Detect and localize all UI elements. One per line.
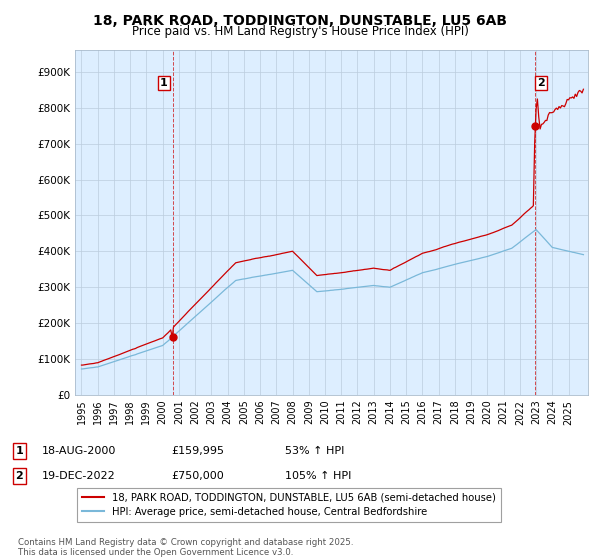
Text: 19-DEC-2022: 19-DEC-2022: [42, 471, 116, 481]
Text: 53% ↑ HPI: 53% ↑ HPI: [285, 446, 344, 456]
Text: 18-AUG-2000: 18-AUG-2000: [42, 446, 116, 456]
Text: 1: 1: [160, 78, 167, 88]
Text: 105% ↑ HPI: 105% ↑ HPI: [285, 471, 352, 481]
Text: 18, PARK ROAD, TODDINGTON, DUNSTABLE, LU5 6AB: 18, PARK ROAD, TODDINGTON, DUNSTABLE, LU…: [93, 14, 507, 28]
Text: £750,000: £750,000: [171, 471, 224, 481]
Text: 1: 1: [16, 446, 23, 456]
Text: 2: 2: [16, 471, 23, 481]
Text: 2: 2: [537, 78, 545, 88]
Text: Contains HM Land Registry data © Crown copyright and database right 2025.
This d: Contains HM Land Registry data © Crown c…: [18, 538, 353, 557]
Legend: 18, PARK ROAD, TODDINGTON, DUNSTABLE, LU5 6AB (semi-detached house), HPI: Averag: 18, PARK ROAD, TODDINGTON, DUNSTABLE, LU…: [77, 488, 502, 521]
Text: Price paid vs. HM Land Registry's House Price Index (HPI): Price paid vs. HM Land Registry's House …: [131, 25, 469, 38]
Text: £159,995: £159,995: [171, 446, 224, 456]
